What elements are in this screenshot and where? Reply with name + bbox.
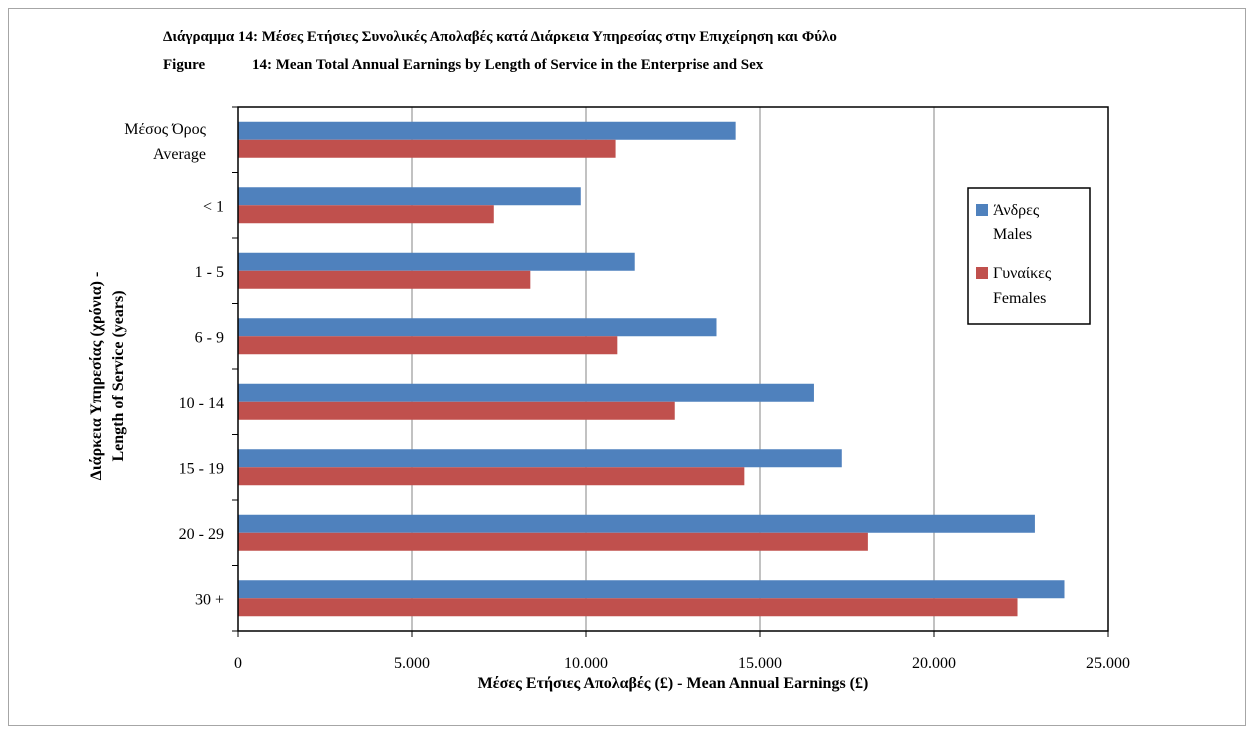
y-axis-title-line1: Διάρκεια Υπηρεσίας (χρόνια) - [88,272,105,481]
y-tick-label: 30 + [195,591,224,608]
bar-females [238,336,618,355]
y-tick-label-line2: Average [153,146,206,163]
bars [238,121,1065,617]
y-tick-label: < 1 [203,198,224,215]
y-tick-label: 20 - 29 [179,526,224,543]
bar-females [238,139,616,158]
x-tick-label: 0 [234,655,242,672]
bar-males [238,580,1065,599]
plot-area [237,106,1109,632]
y-axis-title-line2: Length of Service (years) [110,290,127,461]
x-tick-label: 10.000 [564,655,608,672]
bar-males [238,449,842,468]
x-tick-label: 25.000 [1086,655,1130,672]
x-tick-label: 5.000 [394,655,430,672]
bar-males [238,187,581,206]
chart-subtitle-prefix: Figure [163,57,206,73]
bar-males [238,383,814,402]
bar-females [238,270,531,289]
x-tick-label: 15.000 [738,655,782,672]
bar-females [238,401,675,420]
bar-males [238,121,736,140]
bar-females [238,467,745,486]
bar-females [238,598,1018,617]
legend-label-females-line1: Γυναίκες [993,265,1052,282]
y-tick-label: 1 - 5 [195,264,224,281]
legend-label-females-line2: Females [993,290,1046,307]
bar-females [238,532,868,551]
legend: Άνδρες Males Γυναίκες Females [967,187,1091,325]
x-axis-title: Μέσες Ετήσιες Απολαβές (£) - Mean Annual… [478,675,869,692]
y-tick-label: Μέσος Όρος [124,121,206,138]
y-tick-label: 10 - 14 [179,395,224,412]
axes: 0 5.000 10.000 15.000 20.000 25.000 Μέσος Όρος… [124,106,1130,672]
y-axis-title: Διάρκεια Υπηρεσίας (χρόνια) - Length of … [88,272,127,481]
grid-lines [411,107,935,631]
legend-swatch-males [976,204,988,216]
chart-subtitle: 14: Mean Total Annual Earnings by Length… [252,57,764,73]
y-tick-label: 15 - 19 [179,460,224,477]
legend-box [967,187,1091,325]
legend-label-males-line1: Άνδρες [993,202,1040,219]
legend-label-males-line2: Males [993,226,1032,243]
bar-females [238,205,494,224]
bar-males [238,252,635,271]
bar-males [238,318,717,337]
x-tick-label: 20.000 [912,655,956,672]
chart-title: Διάγραμμα 14: Μέσες Ετήσιες Συνολικές Απ… [163,29,837,45]
legend-swatch-females [976,267,988,279]
y-tick-label: 6 - 9 [195,329,224,346]
bar-males [238,514,1035,533]
